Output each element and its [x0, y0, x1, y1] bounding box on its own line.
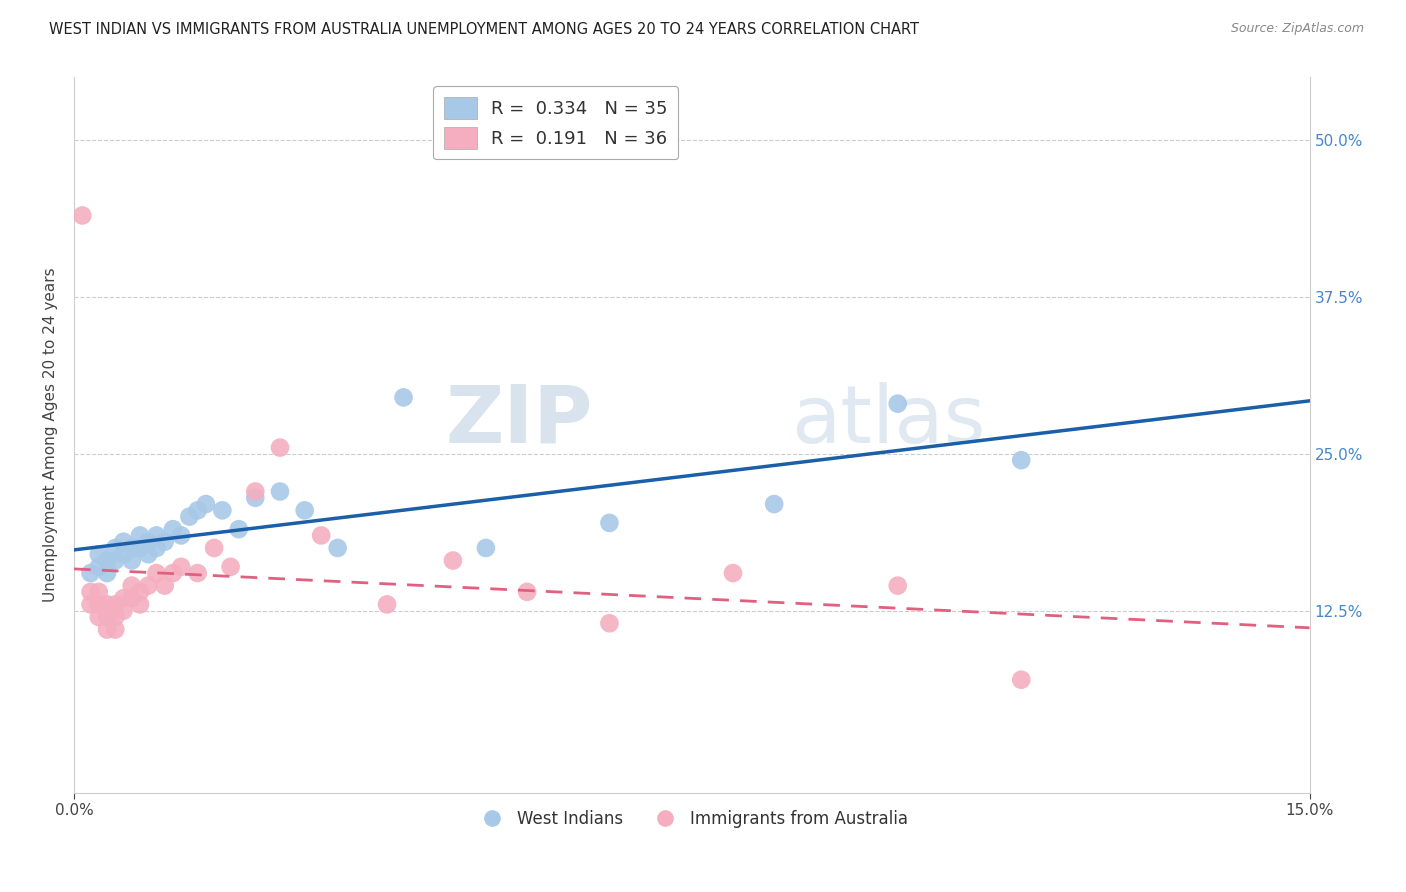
Point: [104, 623, 127, 637]
Point: [763, 497, 786, 511]
Point: [516, 585, 538, 599]
Point: [187, 566, 209, 580]
Point: [441, 553, 464, 567]
Point: [96, 566, 118, 580]
Point: [96, 553, 118, 567]
Point: [121, 541, 143, 555]
Point: [211, 503, 233, 517]
Point: [104, 541, 127, 555]
Point: [294, 503, 316, 517]
Point: [112, 534, 135, 549]
Point: [162, 566, 184, 580]
Legend: West Indians, Immigrants from Australia: West Indians, Immigrants from Australia: [470, 803, 915, 834]
Point: [392, 391, 415, 405]
Point: [1010, 673, 1032, 687]
Point: [104, 610, 127, 624]
Point: [145, 566, 167, 580]
Point: [72, 209, 94, 223]
Point: [269, 484, 291, 499]
Point: [145, 528, 167, 542]
Point: [179, 509, 201, 524]
Text: ZIP: ZIP: [446, 382, 593, 459]
Point: [375, 598, 398, 612]
Point: [96, 623, 118, 637]
Point: [79, 598, 101, 612]
Text: WEST INDIAN VS IMMIGRANTS FROM AUSTRALIA UNEMPLOYMENT AMONG AGES 20 TO 24 YEARS : WEST INDIAN VS IMMIGRANTS FROM AUSTRALIA…: [49, 22, 920, 37]
Y-axis label: Unemployment Among Ages 20 to 24 years: Unemployment Among Ages 20 to 24 years: [44, 268, 58, 602]
Text: atlas: atlas: [790, 382, 986, 459]
Point: [187, 503, 209, 517]
Point: [136, 534, 159, 549]
Point: [170, 559, 193, 574]
Text: Source: ZipAtlas.com: Source: ZipAtlas.com: [1230, 22, 1364, 36]
Point: [153, 534, 176, 549]
Point: [112, 547, 135, 561]
Point: [121, 591, 143, 606]
Point: [129, 598, 152, 612]
Point: [219, 559, 242, 574]
Point: [79, 566, 101, 580]
Point: [129, 528, 152, 542]
Point: [136, 547, 159, 561]
Point: [245, 491, 267, 505]
Point: [112, 604, 135, 618]
Point: [87, 610, 110, 624]
Point: [598, 516, 620, 530]
Point: [721, 566, 744, 580]
Point: [96, 610, 118, 624]
Point: [79, 585, 101, 599]
Point: [145, 541, 167, 555]
Point: [162, 522, 184, 536]
Point: [129, 541, 152, 555]
Point: [886, 579, 908, 593]
Point: [87, 559, 110, 574]
Point: [87, 547, 110, 561]
Point: [129, 585, 152, 599]
Point: [136, 579, 159, 593]
Point: [121, 553, 143, 567]
Point: [87, 598, 110, 612]
Point: [104, 553, 127, 567]
Point: [598, 616, 620, 631]
Point: [886, 397, 908, 411]
Point: [87, 585, 110, 599]
Point: [153, 579, 176, 593]
Point: [309, 528, 332, 542]
Point: [121, 579, 143, 593]
Point: [112, 591, 135, 606]
Point: [1010, 453, 1032, 467]
Point: [269, 441, 291, 455]
Point: [194, 497, 217, 511]
Point: [202, 541, 225, 555]
Point: [96, 598, 118, 612]
Point: [104, 598, 127, 612]
Point: [228, 522, 250, 536]
Point: [245, 484, 267, 499]
Point: [475, 541, 498, 555]
Point: [326, 541, 349, 555]
Point: [170, 528, 193, 542]
